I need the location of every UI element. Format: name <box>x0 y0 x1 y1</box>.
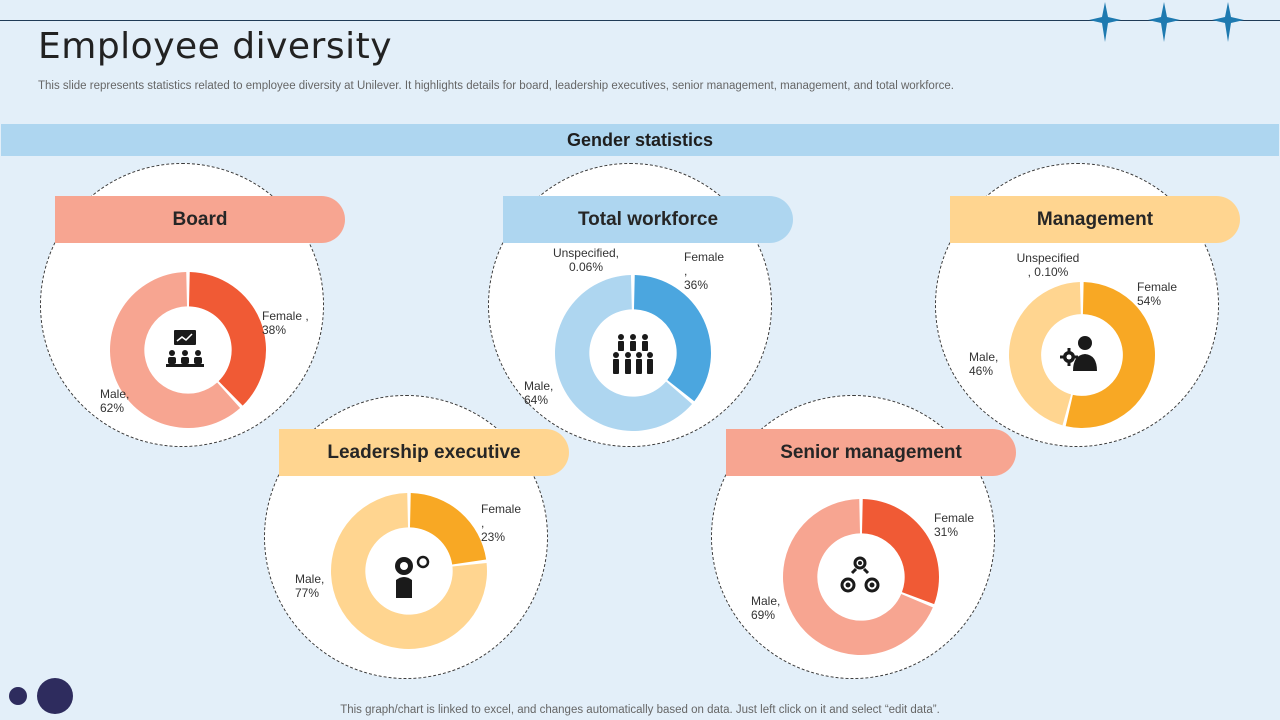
board-female-label: Female , 38% <box>262 309 309 337</box>
senior-donut-chart[interactable] <box>780 496 942 658</box>
management-female-label: Female 54% <box>1137 280 1178 308</box>
board-title-pill: Board <box>55 196 345 243</box>
team-gears-icon <box>838 555 882 602</box>
donut-slice-female[interactable] <box>633 275 711 402</box>
page-subtitle: This slide represents statistics related… <box>38 80 954 92</box>
donut-slice-male[interactable] <box>331 493 487 649</box>
donut-slice-female[interactable] <box>409 493 487 565</box>
board-male-label: Male, 62% <box>100 387 130 415</box>
donut-slice-male[interactable] <box>1009 282 1081 426</box>
donut-slice-female[interactable] <box>188 272 266 406</box>
management-title-pill: Management <box>950 196 1240 243</box>
senior-female-label: Female 31% <box>934 511 975 539</box>
footer-note: This graph/chart is linked to excel, and… <box>340 704 940 716</box>
presentation-meeting-icon <box>164 328 206 375</box>
management-unspecified-label: Unspecified , 0.10% <box>1016 251 1080 279</box>
leadership-female-label: Female , 23% <box>481 502 522 544</box>
donut-slice-male[interactable] <box>555 275 693 431</box>
donut-slice-male[interactable] <box>109 272 241 428</box>
decorative-dots-icon <box>9 678 73 714</box>
leader-gears-icon <box>388 552 432 603</box>
donut-slice-female[interactable] <box>861 499 939 605</box>
donut-hole <box>818 534 904 620</box>
section-band-gender-statistics: Gender statistics <box>1 124 1279 156</box>
page-title: Employee diversity <box>38 26 393 67</box>
leadership-male-label: Male, 77% <box>295 572 325 600</box>
workforce-male-label: Male, 64% <box>524 379 554 407</box>
donut-slice-male[interactable] <box>783 499 933 655</box>
donut-hole <box>590 310 676 396</box>
decorative-stars-icon <box>1089 2 1244 42</box>
leadership-title-pill: Leadership executive <box>279 429 569 476</box>
workforce-unspecified-label: Unspecified, 0.06% <box>552 246 620 274</box>
workforce-title-pill: Total workforce <box>503 196 793 243</box>
donut-hole <box>145 307 231 393</box>
board-donut-chart[interactable] <box>107 269 269 431</box>
donut-slice-female[interactable] <box>1065 282 1155 428</box>
top-rule <box>0 20 1280 21</box>
senior-title-pill: Senior management <box>726 429 1016 476</box>
businessman-gear-icon <box>1059 333 1103 378</box>
workforce-donut-chart[interactable] <box>552 272 714 434</box>
senior-male-label: Male, 69% <box>751 594 781 622</box>
management-male-label: Male, 46% <box>969 350 999 378</box>
workforce-female-label: Female , 36% <box>684 250 725 292</box>
group-of-people-icon <box>611 332 655 381</box>
